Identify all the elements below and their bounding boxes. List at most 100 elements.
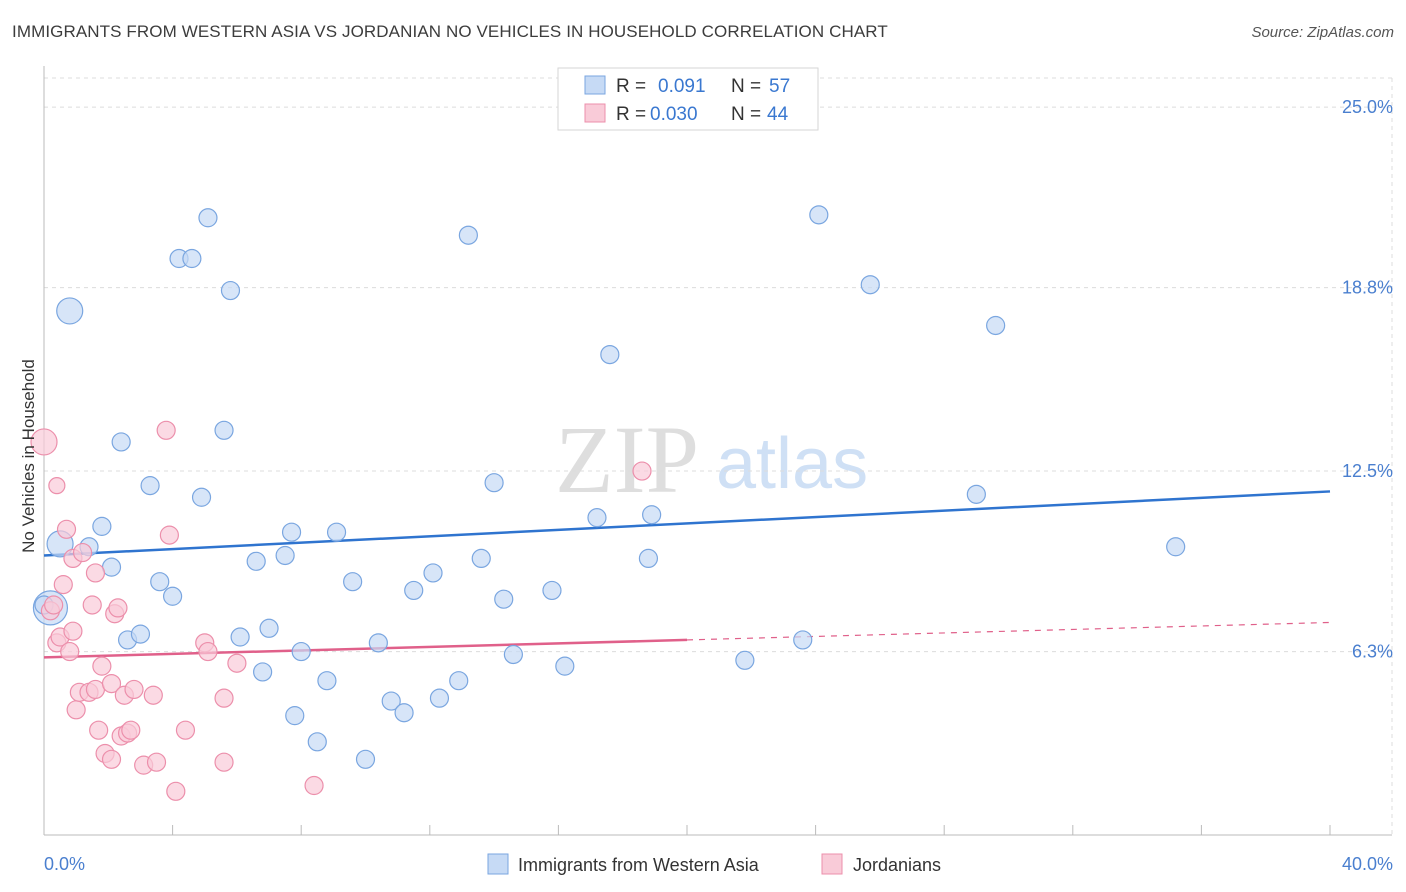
point-western-asia xyxy=(150,572,170,592)
point-jordanians xyxy=(214,752,234,772)
point-jordanians xyxy=(166,781,186,801)
point-western-asia xyxy=(1166,537,1186,557)
point-western-asia xyxy=(600,344,620,365)
stats-n-value: 57 xyxy=(769,76,790,97)
point-western-asia xyxy=(214,420,234,440)
point-western-asia xyxy=(317,671,337,691)
data-points xyxy=(30,205,1186,801)
point-western-asia xyxy=(423,563,443,583)
point-jordanians xyxy=(121,720,141,740)
point-western-asia xyxy=(966,484,986,504)
point-western-asia xyxy=(404,580,424,601)
point-western-asia xyxy=(986,315,1006,336)
point-western-asia xyxy=(285,706,305,726)
point-western-asia xyxy=(355,749,376,769)
point-western-asia xyxy=(458,225,478,245)
grid-lines xyxy=(44,77,1393,835)
point-jordanians xyxy=(85,563,106,583)
legend-label-blue: Immigrants from Western Asia xyxy=(518,855,760,875)
point-jordanians xyxy=(92,656,112,676)
stats-swatch-blue xyxy=(584,75,606,95)
stats-n-label: N = xyxy=(731,104,761,125)
point-jordanians xyxy=(198,641,218,662)
stats-legend: R = 0.091 N = 57 R = 0.030 N = 44 xyxy=(557,67,819,131)
stats-r-label: R = xyxy=(616,76,646,97)
point-western-asia xyxy=(471,548,491,569)
y-tick-label: 12.5% xyxy=(1342,461,1393,481)
legend-swatch-blue xyxy=(487,853,509,875)
point-jordanians xyxy=(143,685,163,705)
point-western-asia xyxy=(368,633,388,653)
point-western-asia xyxy=(220,280,241,301)
point-western-asia xyxy=(642,505,662,525)
point-western-asia xyxy=(542,580,562,601)
point-jordanians xyxy=(227,653,247,673)
point-western-asia xyxy=(230,627,250,647)
point-jordanians xyxy=(63,621,83,641)
point-jordanians xyxy=(53,575,73,595)
point-western-asia xyxy=(275,545,295,566)
point-jordanians xyxy=(89,720,109,740)
point-jordanians xyxy=(60,641,80,662)
point-jordanians xyxy=(101,673,122,694)
point-western-asia xyxy=(326,522,347,542)
point-jordanians xyxy=(632,461,652,481)
y-tick-label: 6.3% xyxy=(1352,642,1393,662)
chart-title: IMMIGRANTS FROM WESTERN ASIA VS JORDANIA… xyxy=(12,22,888,41)
point-western-asia xyxy=(735,650,755,670)
point-jordanians xyxy=(108,598,128,618)
point-western-asia xyxy=(793,630,813,650)
point-jordanians xyxy=(175,720,196,740)
point-western-asia xyxy=(140,476,160,496)
point-western-asia xyxy=(163,586,183,606)
point-western-asia xyxy=(343,572,363,592)
point-jordanians xyxy=(85,679,106,700)
point-western-asia xyxy=(503,644,523,665)
trend-line xyxy=(43,638,688,659)
point-western-asia xyxy=(291,641,311,662)
x-tick-label: 40.0% xyxy=(1342,854,1393,874)
point-jordanians xyxy=(48,477,66,495)
watermark-zip: ZIP xyxy=(555,406,699,513)
stats-r-value: 0.030 xyxy=(650,104,698,125)
point-western-asia xyxy=(130,624,151,644)
y-tick-label: 18.8% xyxy=(1342,278,1393,298)
point-western-asia xyxy=(253,662,273,682)
trend-line xyxy=(43,490,1331,557)
point-western-asia xyxy=(259,618,279,638)
point-western-asia xyxy=(638,548,659,569)
point-jordanians xyxy=(72,542,93,563)
point-jordanians xyxy=(101,749,122,769)
point-jordanians xyxy=(30,428,58,456)
point-western-asia xyxy=(56,297,84,325)
point-western-asia xyxy=(381,691,401,711)
point-western-asia xyxy=(111,432,131,452)
point-jordanians xyxy=(56,519,77,539)
point-western-asia xyxy=(587,508,607,528)
point-western-asia xyxy=(246,551,266,571)
trend-line-extension xyxy=(686,621,1331,641)
y-axis-label: No Vehicles in Household xyxy=(19,359,38,553)
legend-label-pink: Jordanians xyxy=(853,855,941,875)
point-jordanians xyxy=(124,679,144,700)
point-western-asia xyxy=(809,205,829,225)
point-western-asia xyxy=(92,516,112,536)
point-western-asia xyxy=(555,656,575,676)
point-jordanians xyxy=(82,595,102,615)
stats-n-label: N = xyxy=(731,76,761,97)
point-western-asia xyxy=(494,589,514,609)
point-western-asia xyxy=(191,487,212,507)
x-tick-label: 0.0% xyxy=(44,854,85,874)
stats-n-value: 44 xyxy=(767,104,789,125)
watermark-atlas: atlas xyxy=(716,424,868,504)
trend-lines xyxy=(43,490,1331,659)
point-jordanians xyxy=(66,700,86,720)
source-label: Source: ZipAtlas.com xyxy=(1251,24,1394,41)
stats-r-value: 0.091 xyxy=(658,76,706,97)
point-western-asia xyxy=(860,275,880,295)
point-western-asia xyxy=(101,557,122,577)
point-jordanians xyxy=(159,525,179,545)
point-western-asia xyxy=(182,248,202,269)
point-jordanians xyxy=(214,688,234,708)
